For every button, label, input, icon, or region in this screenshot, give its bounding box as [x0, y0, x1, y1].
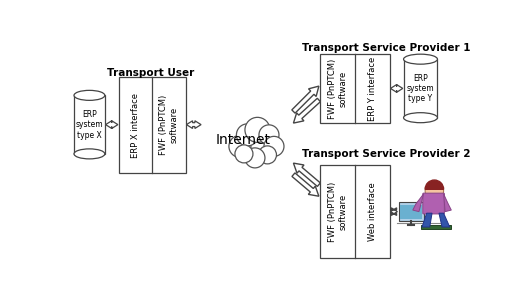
- Text: FWF (PnPTCM)
software: FWF (PnPTCM) software: [159, 95, 178, 155]
- Bar: [400, 205, 422, 219]
- Text: Internet: Internet: [216, 133, 271, 147]
- Text: FWF (PnPTCM)
software: FWF (PnPTCM) software: [328, 58, 347, 119]
- Text: Transport Service Provider 2: Transport Service Provider 2: [302, 149, 470, 159]
- Bar: [74, 95, 105, 154]
- Polygon shape: [413, 194, 424, 212]
- Text: Web interface: Web interface: [368, 182, 377, 241]
- Polygon shape: [106, 121, 118, 128]
- FancyBboxPatch shape: [423, 193, 445, 214]
- Circle shape: [245, 148, 265, 168]
- Polygon shape: [187, 121, 201, 128]
- Ellipse shape: [404, 54, 437, 64]
- Polygon shape: [293, 163, 320, 186]
- Ellipse shape: [74, 90, 105, 100]
- Text: FWF (PnPTCM)
software: FWF (PnPTCM) software: [328, 181, 347, 242]
- Polygon shape: [293, 98, 320, 123]
- Ellipse shape: [74, 149, 105, 159]
- Polygon shape: [444, 194, 451, 212]
- Circle shape: [245, 117, 270, 142]
- Bar: [320, 54, 389, 123]
- Text: Transport Service Provider 1: Transport Service Provider 1: [302, 43, 470, 52]
- Circle shape: [258, 146, 277, 164]
- Polygon shape: [292, 173, 319, 196]
- Bar: [399, 202, 424, 221]
- Text: ERP
system
type Y: ERP system type Y: [407, 74, 434, 103]
- Text: ERP Y interface: ERP Y interface: [368, 56, 377, 121]
- Polygon shape: [292, 86, 319, 113]
- Wedge shape: [425, 180, 444, 189]
- Bar: [320, 165, 389, 258]
- Polygon shape: [439, 213, 450, 227]
- Circle shape: [259, 125, 279, 145]
- Circle shape: [229, 135, 251, 157]
- Circle shape: [235, 145, 253, 163]
- Circle shape: [237, 124, 258, 146]
- Circle shape: [264, 136, 284, 156]
- Ellipse shape: [404, 113, 437, 123]
- Text: ERP X interface: ERP X interface: [131, 92, 140, 157]
- Polygon shape: [391, 85, 403, 92]
- Bar: [119, 77, 186, 173]
- Text: Transport User: Transport User: [107, 68, 194, 78]
- Bar: [421, 225, 451, 229]
- Text: ERP
system
type X: ERP system type X: [75, 110, 103, 139]
- Circle shape: [425, 182, 444, 200]
- Bar: [404, 59, 437, 118]
- Polygon shape: [391, 208, 397, 216]
- Polygon shape: [422, 213, 432, 227]
